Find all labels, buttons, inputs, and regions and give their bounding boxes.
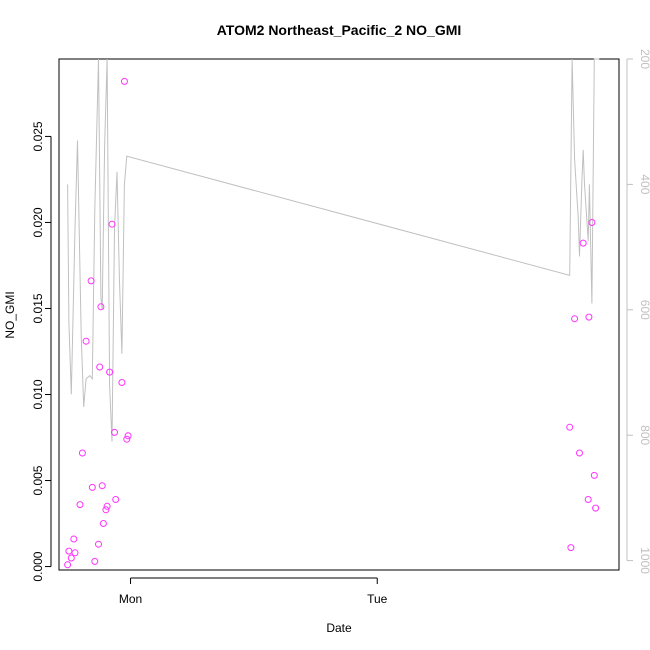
data-point-6 (78, 449, 86, 457)
data-point-29 (576, 449, 583, 457)
y2-tick-label-2: 600 (638, 300, 650, 320)
data-point-5 (76, 501, 84, 509)
data-point-9 (88, 483, 96, 491)
plot-frame (58, 58, 620, 571)
y-tick-label-3: 0.015 (31, 293, 45, 323)
x-tick-label-1: Tue (367, 592, 388, 606)
data-point-28 (571, 315, 579, 323)
y2-tick-label-4: 1000 (638, 547, 650, 574)
data-point-24 (123, 435, 131, 443)
data-point-17 (103, 502, 111, 510)
data-point-2 (67, 554, 75, 562)
pressure-line-series (67, 58, 600, 442)
data-point-34 (590, 471, 598, 479)
data-point-13 (97, 303, 105, 311)
data-point-19 (108, 220, 116, 228)
data-point-21 (112, 496, 120, 503)
data-point-23 (120, 77, 128, 85)
x-axis-label: Date (326, 621, 352, 635)
y-tick-label-5: 0.025 (31, 121, 45, 151)
x-tick-label-0: Mon (119, 592, 142, 606)
series-layer (64, 58, 600, 569)
data-point-15 (99, 520, 107, 527)
data-point-35 (592, 504, 600, 512)
data-point-32 (585, 313, 593, 321)
y-tick-label-0: 0.000 (31, 551, 45, 581)
data-point-33 (588, 219, 596, 226)
y2-tick-label-0: 200 (638, 49, 650, 69)
axis-layer: 0.000 0.005 0.010 0.015 0.020 0.025 Mon Tue 200 4… (31, 49, 650, 606)
data-point-14 (98, 482, 106, 490)
data-point-31 (584, 496, 592, 503)
y2-tick-label-3: 800 (638, 425, 650, 445)
data-point-11 (95, 540, 102, 548)
data-point-25 (124, 432, 132, 440)
data-point-10 (91, 557, 99, 565)
data-point-8 (87, 277, 95, 285)
data-point-27 (567, 544, 575, 552)
y-tick-label-4: 0.020 (31, 207, 45, 237)
data-point-30 (579, 239, 587, 247)
data-point-1 (65, 547, 73, 555)
data-point-20 (111, 428, 118, 436)
chart-title: ATOM2 Northeast_Pacific_2 NO_GMI (217, 22, 462, 38)
y-tick-label-1: 0.005 (31, 465, 45, 495)
data-point-3 (70, 535, 78, 543)
data-point-0 (64, 561, 72, 569)
data-point-18 (106, 368, 114, 376)
data-point-4 (71, 549, 79, 557)
y-axis-label: NO_GMI (3, 291, 17, 338)
data-point-7 (82, 337, 90, 345)
y2-tick-label-1: 400 (638, 174, 650, 194)
y-tick-label-2: 0.010 (31, 379, 45, 409)
data-point-22 (118, 379, 126, 386)
data-point-26 (566, 423, 574, 431)
data-point-16 (102, 506, 110, 514)
data-point-12 (96, 363, 104, 371)
